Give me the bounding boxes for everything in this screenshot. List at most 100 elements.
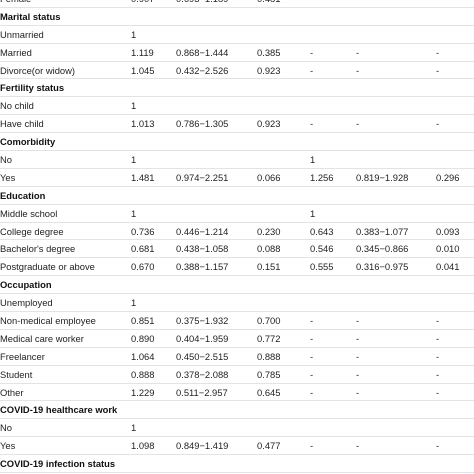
table-row: Postgraduate or above 0.670 0.388−1.157 0.1…: [0, 258, 474, 277]
odds-ratio-adjusted: -: [310, 350, 314, 362]
table-row: No child 1: [0, 97, 474, 116]
p-value-adjusted: -: [436, 118, 440, 130]
odds-ratio-adjusted: -: [310, 118, 314, 130]
row-label: Medical care worker: [0, 332, 84, 344]
section-title: Occupation: [0, 279, 52, 291]
p-value-unadjusted: 0.477: [257, 440, 281, 452]
odds-ratio-unadjusted: 1: [131, 297, 137, 309]
odds-ratio-unadjusted: 0.851: [131, 315, 155, 327]
p-value-adjusted: -: [436, 350, 440, 362]
table-row: No 1 1: [0, 151, 474, 169]
odds-ratio-adjusted: -: [310, 368, 314, 380]
row-label: Married: [0, 46, 32, 58]
p-value-unadjusted: 0.888: [257, 350, 281, 362]
section-header-row: Comorbidity: [0, 133, 474, 152]
ci-adjusted: -: [356, 332, 360, 344]
table-row: Other 1.229 0.511−2.957 0.645 - - -: [0, 384, 474, 402]
odds-ratio-unadjusted: 0.890: [131, 332, 155, 344]
odds-ratio-adjusted: 1: [310, 207, 316, 219]
table-row: Yes 1.481 0.974−2.251 0.066 1.256 0.819−1.928…: [0, 169, 474, 187]
odds-ratio-unadjusted: 1.229: [131, 386, 155, 398]
p-value-unadjusted: 0.645: [257, 386, 281, 398]
row-label: No: [0, 422, 12, 434]
p-value-unadjusted: 0.923: [257, 118, 281, 130]
table-row: Unemployed 1: [0, 294, 474, 313]
p-value-adjusted: 0.093: [436, 225, 460, 237]
odds-ratio-unadjusted: 1.098: [131, 440, 155, 452]
ci-adjusted: -: [356, 315, 360, 327]
table-row: Middle school 1 1: [0, 205, 474, 223]
odds-ratio-adjusted: -: [310, 440, 314, 452]
ci-unadjusted: 0.786−1.305: [176, 118, 229, 130]
p-value-unadjusted: 0.785: [257, 368, 281, 380]
table-row: Yes 1.098 0.849−1.419 0.477 - - -: [0, 437, 474, 456]
table-row: Bachelor's degree 0.681 0.438−1.058 0.088 0.…: [0, 240, 474, 259]
odds-ratio-unadjusted: 0.907: [131, 0, 154, 8]
section-title: COVID-19 healthcare work: [0, 404, 118, 416]
row-label: Freelancer: [0, 350, 45, 362]
table-row: Divorce(or widow) 1.045 0.432−2.526 0.923 - -…: [0, 62, 474, 80]
row-label: Unmarried: [0, 28, 44, 40]
table-row: Non-medical employee 0.851 0.375−1.932 0.70…: [0, 312, 474, 330]
table-row: Freelancer 1.064 0.450−2.515 0.888 - - -: [0, 348, 474, 366]
odds-ratio-adjusted: 0.643: [310, 225, 334, 237]
odds-ratio-unadjusted: 0.670: [131, 261, 155, 273]
section-header-row: Marital status: [0, 8, 474, 26]
p-value-unadjusted: 0.230: [257, 225, 281, 237]
section-title: Education: [0, 189, 46, 201]
table-row: Student 0.888 0.378−2.088 0.785 - - -: [0, 366, 474, 384]
ci-adjusted: -: [356, 350, 360, 362]
p-value-adjusted: 0.010: [436, 243, 460, 255]
p-value-adjusted: -: [436, 368, 440, 380]
p-value-adjusted: 0.296: [436, 171, 460, 183]
ci-adjusted: -: [356, 440, 360, 452]
row-label: No: [0, 154, 12, 166]
ci-adjusted: -: [356, 386, 360, 398]
section-header-row: Fertility status: [0, 79, 474, 98]
ci-adjusted: -: [356, 0, 359, 8]
table-row: No 1: [0, 419, 474, 438]
ci-unadjusted: 0.868−1.444: [176, 46, 229, 58]
section-title: Marital status: [0, 10, 61, 22]
section-title: COVID-19 infection status: [0, 458, 116, 470]
p-value-adjusted: -: [436, 46, 440, 58]
ci-adjusted: -: [356, 46, 360, 58]
ci-adjusted: 0.316−0.975: [356, 261, 409, 273]
section-header-row: COVID-19 healthcare work: [0, 401, 474, 420]
odds-ratio-unadjusted: 1: [131, 154, 137, 166]
odds-ratio-adjusted: -: [310, 0, 313, 8]
odds-ratio-adjusted: 0.555: [310, 261, 334, 273]
section-header-row: Occupation: [0, 276, 474, 295]
odds-ratio-adjusted: -: [310, 386, 314, 398]
ci-unadjusted: 0.375−1.932: [176, 315, 229, 327]
p-value-adjusted: -: [436, 386, 440, 398]
table-row: Married 1.119 0.868−1.444 0.385 - - -: [0, 44, 474, 62]
odds-ratio-unadjusted: 1: [131, 100, 137, 112]
row-label: Middle school: [0, 207, 58, 219]
p-value-adjusted: -: [436, 315, 440, 327]
ci-unadjusted: 0.849−1.419: [176, 440, 229, 452]
p-value-unadjusted: 0.385: [257, 46, 281, 58]
odds-ratio-adjusted: -: [310, 46, 314, 58]
odds-ratio-adjusted: 1.256: [310, 171, 334, 183]
p-value-unadjusted: 0.772: [257, 332, 281, 344]
row-label: Female: [0, 0, 31, 8]
ci-unadjusted: 0.511−2.957: [176, 386, 228, 398]
ci-unadjusted: 0.404−1.959: [176, 332, 229, 344]
odds-ratio-unadjusted: 1: [131, 422, 137, 434]
odds-ratio-unadjusted: 1.045: [131, 64, 155, 76]
odds-ratio-adjusted: 1: [310, 154, 316, 166]
ci-unadjusted: 0.438−1.058: [176, 243, 229, 255]
ci-unadjusted: 0.974−2.251: [176, 171, 229, 183]
ci-unadjusted: 0.693−1.189: [176, 0, 228, 8]
odds-ratio-unadjusted: 1.119: [131, 46, 154, 58]
ci-adjusted: 0.383−1.077: [356, 225, 409, 237]
ci-adjusted: 0.345−0.866: [356, 243, 409, 255]
row-label: Postgraduate or above: [0, 261, 95, 273]
p-value-unadjusted: 0.923: [257, 64, 281, 76]
ci-unadjusted: 0.446−1.214: [176, 225, 229, 237]
p-value-unadjusted: 0.066: [257, 171, 281, 183]
row-label: Other: [0, 386, 24, 398]
row-label: Yes: [0, 440, 16, 452]
